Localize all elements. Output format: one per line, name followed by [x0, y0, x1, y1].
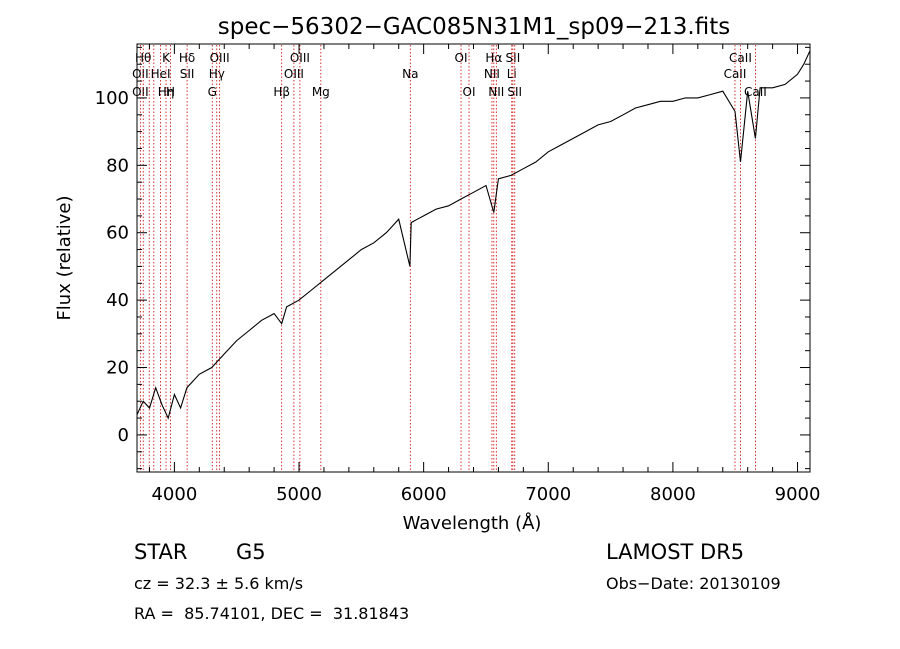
x-tick-label: 5000: [276, 484, 322, 505]
line-label: CaII: [744, 85, 767, 99]
y-tick-label: 40: [106, 290, 129, 311]
line-label: SII: [180, 67, 195, 81]
line-label: SII: [506, 51, 521, 65]
coordinates: RA = 85.74101, DEC = 31.81843: [134, 604, 410, 623]
line-label: CaII: [724, 67, 747, 81]
line-label: OI: [463, 85, 476, 99]
x-tick-label: 6000: [401, 484, 447, 505]
line-label: OI: [455, 51, 468, 65]
y-tick-label: 20: [106, 358, 129, 379]
redshift-cz: cz = 32.3 ± 5.6 km/s: [134, 574, 304, 593]
line-label: G: [208, 85, 217, 99]
line-label: OII: [132, 67, 149, 81]
line-label: Hβ: [273, 85, 290, 99]
x-tick-label: 4000: [151, 484, 197, 505]
line-label: OII: [132, 85, 149, 99]
spectrum-line: [136, 50, 811, 420]
y-axis-label: Flux (relative): [54, 195, 75, 320]
observation-date: Obs−Date: 20130109: [606, 574, 781, 593]
line-label: CaII: [729, 51, 752, 65]
line-label: Hθ: [135, 51, 151, 65]
line-label: K: [162, 51, 171, 65]
line-label: HeI: [151, 67, 171, 81]
y-tick-label: 60: [106, 223, 129, 244]
y-tick-label: 80: [106, 155, 129, 176]
x-tick-label: 9000: [775, 484, 821, 505]
subclass: G5: [236, 540, 266, 564]
x-tick-label: 8000: [650, 484, 696, 505]
spectrum-series: [136, 50, 811, 420]
line-label: NII: [484, 67, 500, 81]
emission-line-markers: OIIOIIHθHeIKHηHHδSIIGHγOIIIHβOIIIOIIIMgN…: [132, 45, 767, 471]
plot-frame: [136, 43, 811, 473]
line-label: Hα: [485, 51, 502, 65]
axis-ticks: 4000 5000 6000 7000 8000 9000 0 20 40 60 80 100: [95, 44, 821, 505]
line-label: NII: [488, 85, 504, 99]
line-label: OIII: [210, 51, 230, 65]
line-label: Mg: [312, 85, 330, 99]
survey-name: LAMOST DR5: [606, 540, 745, 564]
line-label: OIII: [290, 51, 310, 65]
x-tick-label: 7000: [525, 484, 571, 505]
y-tick-label: 0: [118, 425, 129, 446]
x-axis-label: Wavelength (Å): [403, 512, 542, 534]
line-label: Li: [507, 67, 517, 81]
line-label: OIII: [284, 67, 304, 81]
line-label: Na: [402, 67, 418, 81]
line-label: Hγ: [209, 67, 225, 81]
object-class: STAR: [134, 540, 188, 564]
chart-title: spec−56302−GAC085N31M1_sp09−213.fits: [218, 14, 730, 40]
y-tick-label: 100: [95, 88, 129, 109]
line-label: SII: [507, 85, 522, 99]
line-label: H: [166, 85, 175, 99]
line-label: Hδ: [179, 51, 195, 65]
